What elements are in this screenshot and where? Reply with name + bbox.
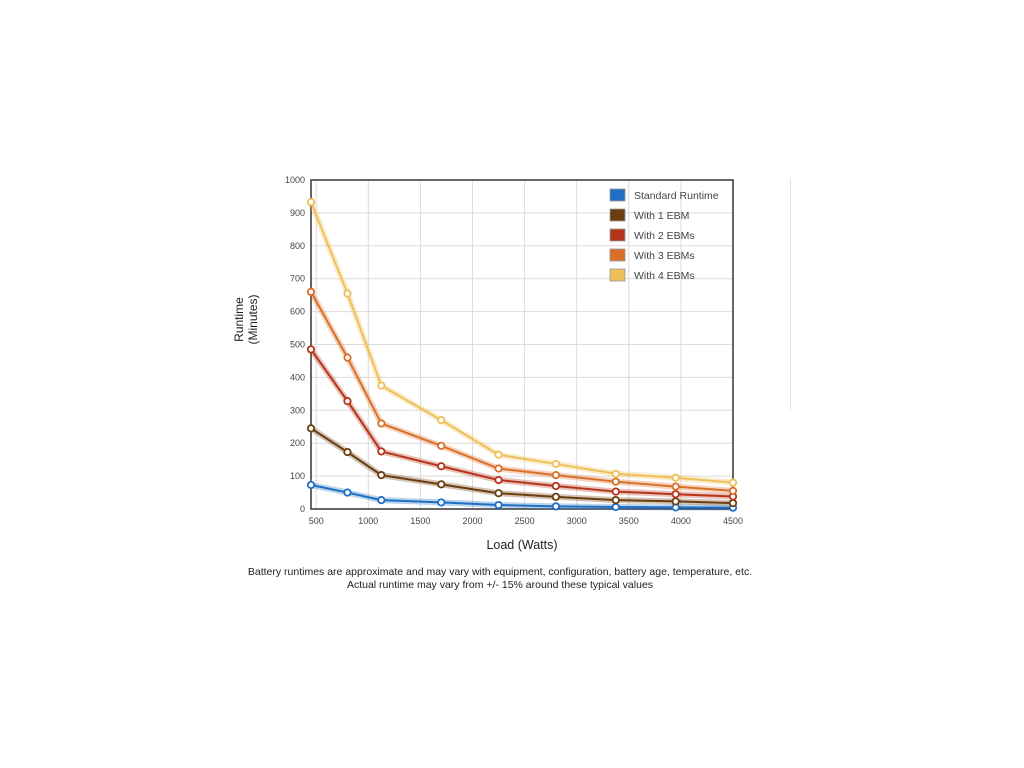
data-point bbox=[308, 425, 314, 431]
y-tick-label: 100 bbox=[290, 471, 305, 481]
data-point bbox=[438, 417, 444, 423]
y-tick-label: 0 bbox=[300, 504, 305, 514]
legend-label: With 4 EBMs bbox=[634, 270, 695, 282]
legend-swatch bbox=[610, 209, 625, 221]
data-point bbox=[672, 498, 678, 504]
x-tick-label: 2000 bbox=[462, 516, 482, 526]
x-tick-label: 1500 bbox=[410, 516, 430, 526]
data-point bbox=[730, 488, 736, 494]
x-axis: 500 1000 1500 2000 2500 3000 3500 4000 4500 bbox=[309, 516, 743, 526]
data-point bbox=[730, 479, 736, 485]
data-point bbox=[613, 471, 619, 477]
y-tick-label: 500 bbox=[290, 340, 305, 350]
x-tick-label: 3500 bbox=[619, 516, 639, 526]
caption-line-2: Actual runtime may vary from +/- 15% aro… bbox=[200, 579, 800, 592]
data-point bbox=[378, 420, 384, 426]
y-tick-label: 600 bbox=[290, 307, 305, 317]
y-axis-label: Runtime bbox=[232, 297, 246, 342]
data-point bbox=[553, 483, 559, 489]
data-point bbox=[672, 475, 678, 481]
data-point bbox=[378, 382, 384, 388]
x-tick-label: 1000 bbox=[358, 516, 378, 526]
data-point bbox=[378, 472, 384, 478]
x-tick-label: 500 bbox=[309, 516, 324, 526]
x-tick-label: 4500 bbox=[723, 516, 743, 526]
data-point bbox=[378, 448, 384, 454]
y-tick-label: 200 bbox=[290, 438, 305, 448]
data-point bbox=[344, 354, 350, 360]
y-tick-label: 700 bbox=[290, 274, 305, 284]
x-axis-label: Load (Watts) bbox=[486, 538, 557, 552]
data-point bbox=[613, 478, 619, 484]
legend: Standard Runtime With 1 EBM With 2 EBMs Wit… bbox=[610, 189, 719, 282]
data-point bbox=[344, 489, 350, 495]
data-point bbox=[495, 490, 501, 496]
data-point bbox=[378, 497, 384, 503]
data-point bbox=[344, 290, 350, 296]
y-tick-label: 800 bbox=[290, 241, 305, 251]
data-point bbox=[672, 491, 678, 497]
data-point bbox=[495, 477, 501, 483]
legend-label: With 2 EBMs bbox=[634, 230, 695, 242]
data-point bbox=[730, 500, 736, 506]
y-tick-label: 1000 bbox=[285, 175, 305, 185]
data-point bbox=[308, 346, 314, 352]
data-point bbox=[495, 452, 501, 458]
data-point bbox=[344, 398, 350, 404]
y-tick-label: 300 bbox=[290, 405, 305, 415]
x-tick-label: 2500 bbox=[515, 516, 535, 526]
data-point bbox=[438, 463, 444, 469]
data-point bbox=[553, 472, 559, 478]
legend-swatch bbox=[610, 269, 625, 281]
x-tick-label: 3000 bbox=[567, 516, 587, 526]
data-point bbox=[438, 481, 444, 487]
data-point bbox=[553, 461, 559, 467]
data-point bbox=[308, 289, 314, 295]
legend-swatch bbox=[610, 189, 625, 201]
y-tick-label: 900 bbox=[290, 208, 305, 218]
data-point bbox=[672, 483, 678, 489]
legend-label: Standard Runtime bbox=[634, 190, 719, 202]
data-point bbox=[438, 499, 444, 505]
y-axis-label-unit: (Minutes) bbox=[246, 294, 260, 344]
x-tick-label: 4000 bbox=[671, 516, 691, 526]
y-axis: 0 100 200 300 400 500 600 700 800 900 1000 bbox=[285, 175, 305, 514]
data-point bbox=[308, 199, 314, 205]
data-point bbox=[495, 465, 501, 471]
legend-label: With 3 EBMs bbox=[634, 250, 695, 262]
y-tick-label: 400 bbox=[290, 372, 305, 382]
divider-line bbox=[790, 178, 791, 410]
data-point bbox=[438, 443, 444, 449]
data-point bbox=[613, 497, 619, 503]
data-point bbox=[495, 502, 501, 508]
caption-line-1: Battery runtimes are approximate and may… bbox=[200, 566, 800, 579]
data-point bbox=[613, 488, 619, 494]
data-point bbox=[553, 503, 559, 509]
legend-swatch bbox=[610, 229, 625, 241]
data-point bbox=[613, 504, 619, 510]
legend-label: With 1 EBM bbox=[634, 210, 689, 222]
legend-swatch bbox=[610, 249, 625, 261]
data-point bbox=[553, 494, 559, 500]
data-point bbox=[344, 449, 350, 455]
data-point bbox=[308, 482, 314, 488]
